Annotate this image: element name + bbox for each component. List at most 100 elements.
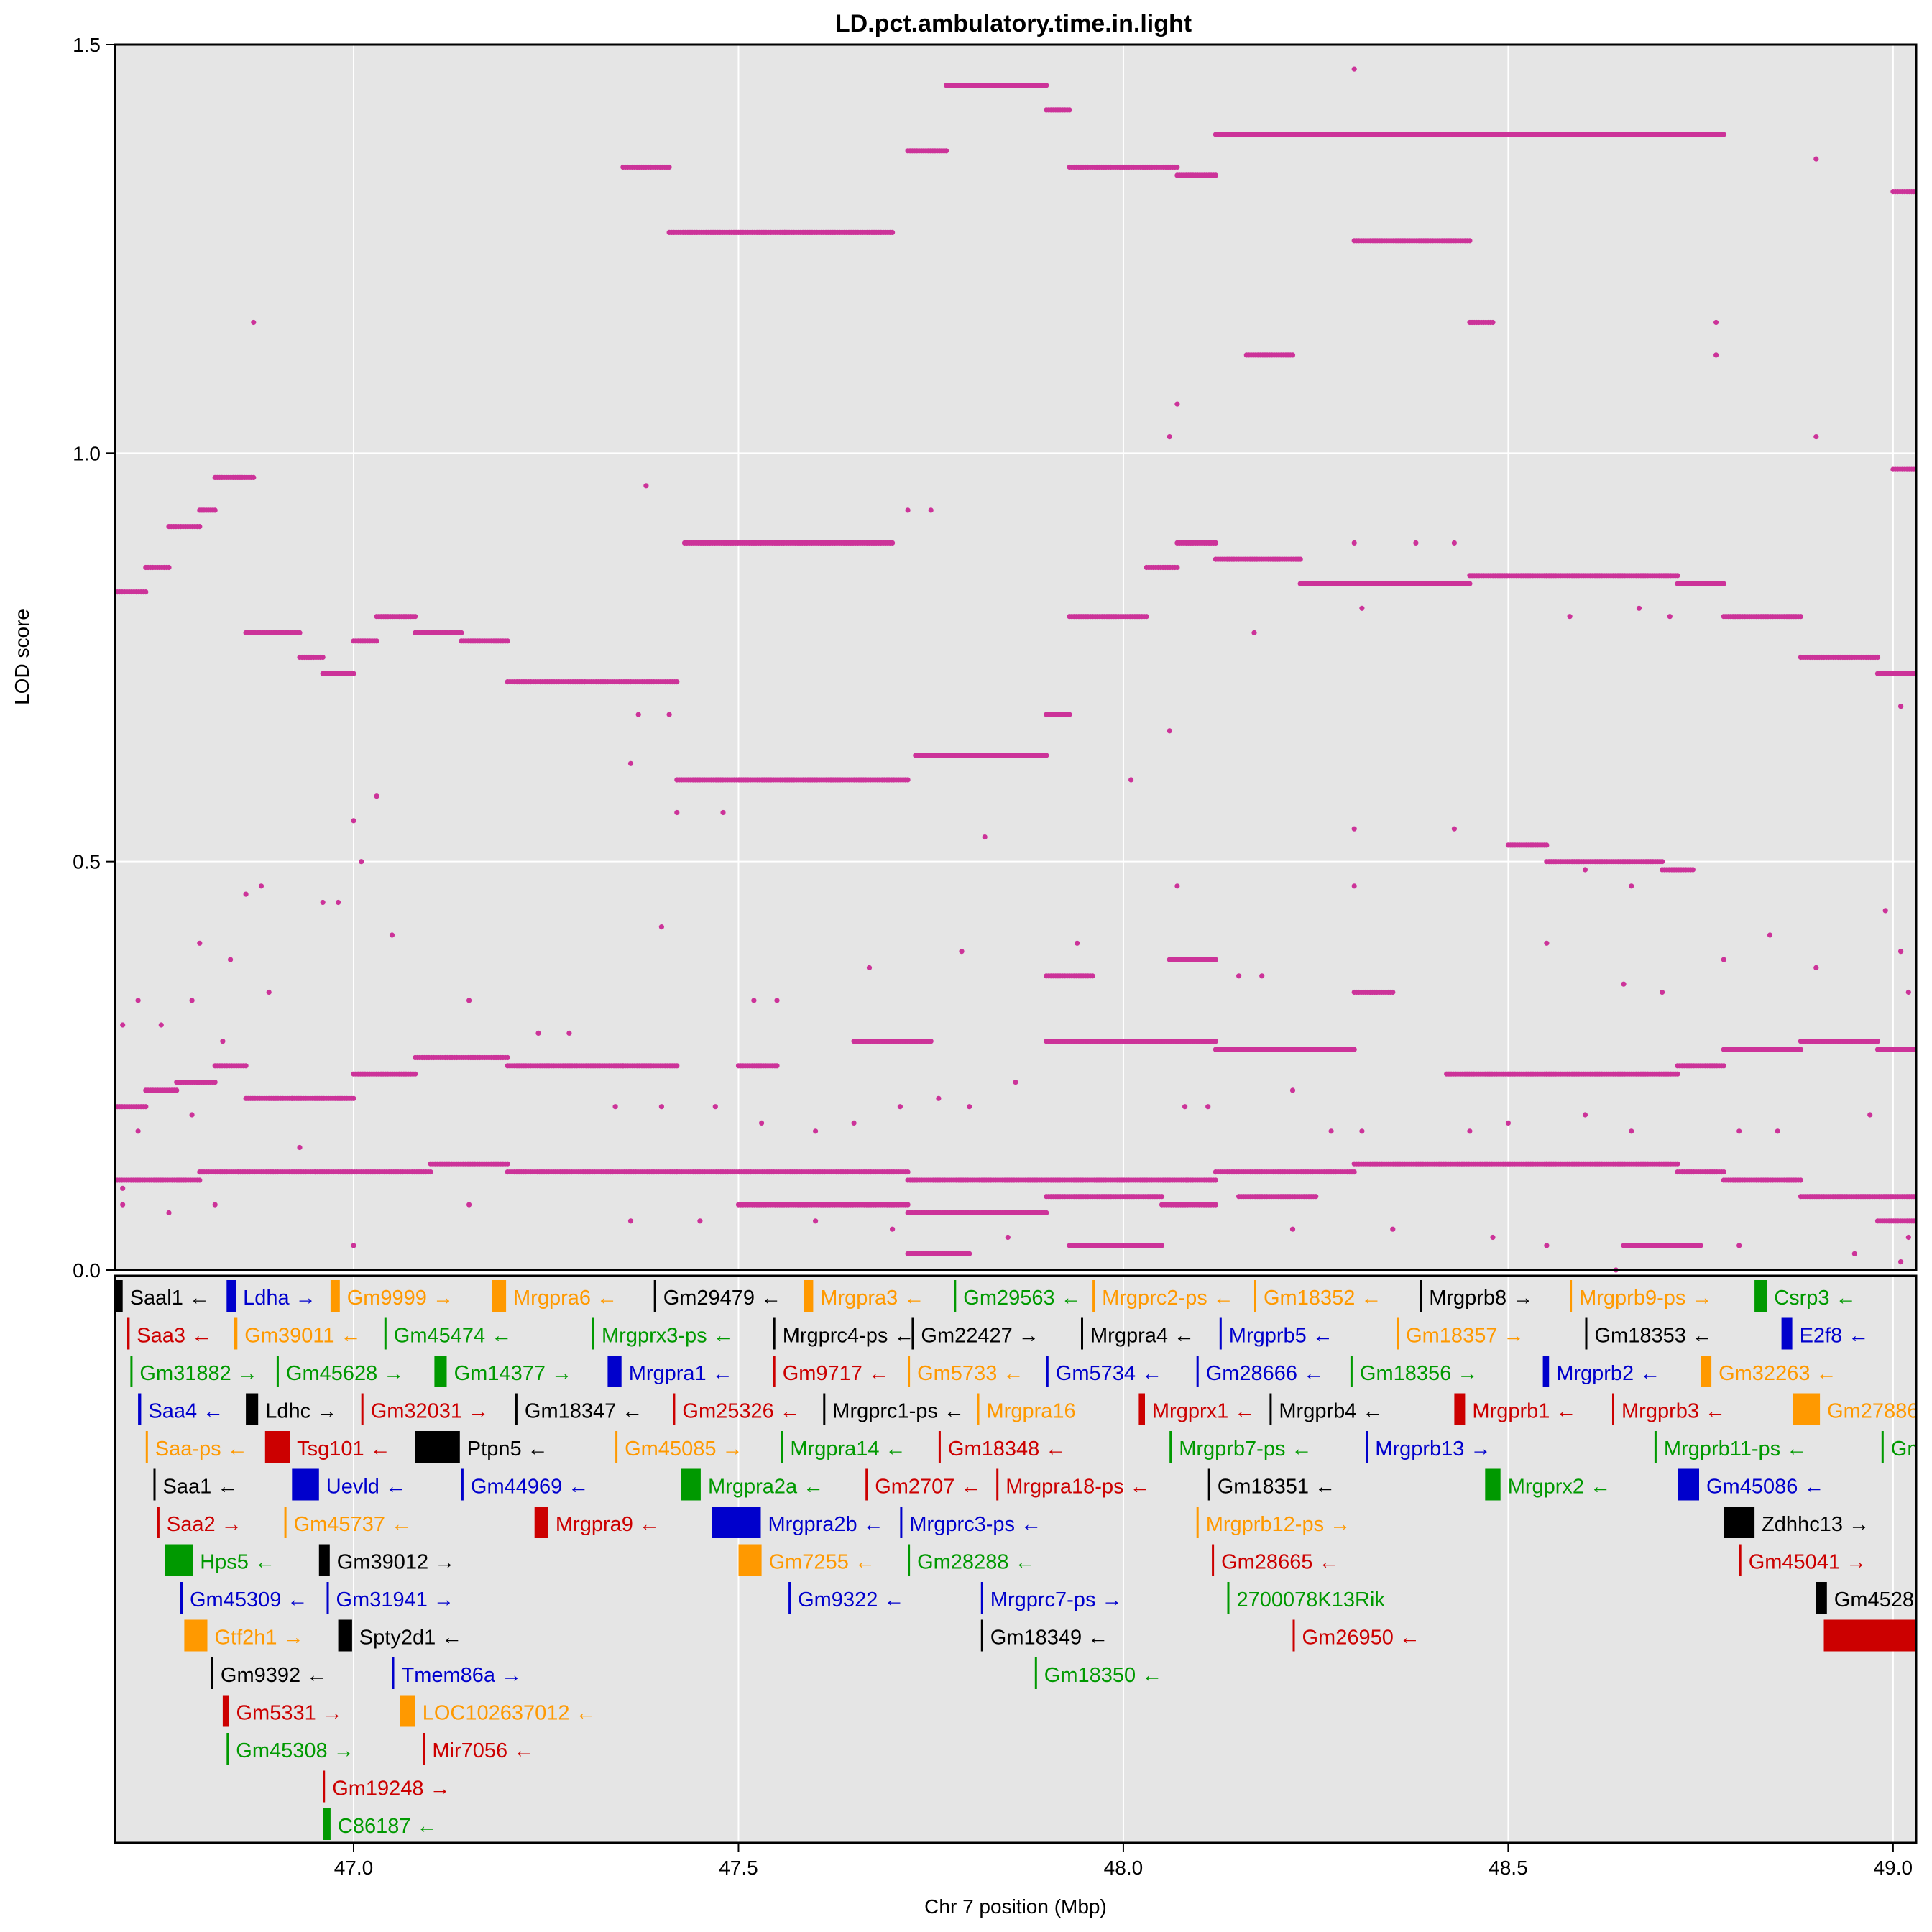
gene-bar: [738, 1544, 762, 1576]
gene-bar: [246, 1393, 259, 1425]
lod-point: [1174, 401, 1180, 407]
lod-point: [928, 507, 934, 513]
gene-label: Tmem86a →: [402, 1664, 523, 1687]
lod-point: [1798, 1177, 1803, 1183]
lod-point: [351, 1243, 356, 1248]
gene-bar: [1196, 1506, 1199, 1538]
gene-bar: [226, 1280, 236, 1312]
gene-bar: [515, 1393, 518, 1425]
lod-point: [1721, 1169, 1726, 1175]
lod-point: [1675, 1071, 1680, 1077]
lod-point: [1736, 1243, 1742, 1248]
lod-point: [774, 998, 780, 1003]
lod-point: [251, 319, 257, 326]
gene-label: Gm45474 ←: [394, 1325, 512, 1348]
lod-point: [120, 1202, 126, 1208]
lod-point: [297, 1144, 303, 1151]
lod-point: [813, 1128, 819, 1134]
lod-point: [166, 564, 172, 571]
gene-label: Saa4 ←: [148, 1400, 224, 1423]
lod-point: [813, 1218, 819, 1224]
gene-label: Gm32031 →: [371, 1400, 489, 1423]
gene-label: Mrgpra14 ←: [790, 1438, 906, 1460]
gene-bar: [1081, 1317, 1083, 1350]
lod-point: [297, 630, 303, 636]
gene-label: Gm29563 ←: [963, 1287, 1081, 1310]
gene-bar: [773, 1356, 776, 1387]
gene-label: Mrgprc7-ps →: [990, 1588, 1123, 1611]
gene-label: Saa-ps ←: [155, 1438, 248, 1460]
gene-bar: [823, 1393, 826, 1425]
lod-point: [1898, 949, 1904, 954]
gene-label: Mrgprb13 →: [1375, 1438, 1491, 1460]
gene-bar: [1397, 1317, 1399, 1350]
lod-point: [1582, 867, 1588, 873]
lod-point: [1505, 1120, 1511, 1126]
lod-point: [666, 712, 672, 717]
lod-point: [959, 949, 965, 954]
lod-plot-panel: [114, 43, 1918, 1273]
gene-label: Gm31941 →: [336, 1588, 454, 1611]
lod-point: [1351, 540, 1357, 546]
lod-point: [1213, 957, 1218, 962]
gene-label: Gm45041 →: [1749, 1551, 1867, 1574]
lod-point: [1351, 826, 1357, 832]
gene-label: Mrgpra18-ps ←: [1006, 1476, 1150, 1499]
lod-point: [890, 229, 896, 235]
gene-bar: [1701, 1356, 1712, 1387]
lod-point: [505, 1054, 510, 1061]
y-tick-label: 0.0: [73, 1259, 101, 1282]
lod-point: [1898, 1259, 1904, 1265]
gene-bar: [607, 1356, 622, 1387]
gene-label: Mrgpra3 ←: [820, 1287, 924, 1310]
gene-label: Gm18350 ←: [1044, 1664, 1162, 1687]
gene-label: Mrgprb11-ps ←: [1664, 1438, 1807, 1460]
lod-point: [212, 1202, 218, 1208]
lod-point: [351, 1095, 356, 1101]
lod-point: [1898, 704, 1904, 709]
gene-track-genes: Saal1 ← Ldha → Gm9999 → Mrgpra6 ← Gm29479 ← M…: [115, 1280, 1918, 1840]
gene-label: Gm31882 →: [139, 1362, 257, 1385]
gene-label: Gm27886: [1827, 1400, 1918, 1423]
gene-label: Gm18347 ←: [525, 1400, 643, 1423]
x-axis-label: Chr 7 position (Mbp): [924, 1895, 1107, 1918]
gene-label: Gm5331 →: [236, 1702, 343, 1725]
lod-point: [1467, 581, 1473, 586]
gene-label: Mrgprx3-ps ←: [602, 1325, 734, 1348]
gene-label: Mrgprb4 ←: [1279, 1400, 1383, 1423]
lod-point: [459, 630, 464, 636]
lod-point: [1629, 883, 1634, 889]
gene-bar: [157, 1506, 160, 1538]
lod-point: [1467, 1128, 1473, 1134]
gene-label: Gm9999 →: [347, 1287, 454, 1310]
gene-label: Spty2d1 ←: [359, 1627, 462, 1650]
gene-bar: [1793, 1393, 1821, 1425]
lod-points: [115, 66, 1916, 1273]
gene-label: Mrgprb1 ←: [1472, 1400, 1576, 1423]
lod-point: [1236, 973, 1242, 979]
gene-label: Mrgpra2a ←: [708, 1476, 824, 1499]
gene-bar: [1366, 1431, 1368, 1463]
lod-point: [905, 1202, 911, 1208]
x-tick-label: 47.5: [719, 1857, 758, 1879]
lod-point: [1174, 564, 1180, 571]
gene-label: Gm25326 ←: [682, 1400, 800, 1423]
lod-point: [1044, 83, 1049, 88]
gene-bar: [400, 1695, 415, 1727]
lod-point: [905, 1169, 911, 1175]
lod-point: [1544, 940, 1550, 946]
lod-point: [1128, 777, 1134, 783]
gene-label: Gm29479 ←: [663, 1287, 781, 1310]
gene-label: Gm4528: [1834, 1588, 1914, 1611]
lod-point: [374, 794, 380, 799]
lod-point: [212, 507, 218, 513]
lod-point: [712, 1104, 718, 1110]
gene-bar: [126, 1317, 130, 1350]
gene-label: LOC102637012 ←: [423, 1702, 597, 1725]
lod-point: [643, 483, 649, 489]
lod-point: [658, 924, 665, 930]
lod-point: [851, 1120, 857, 1126]
lod-point: [1390, 1226, 1396, 1232]
gene-bar: [1781, 1317, 1793, 1350]
lod-point: [1075, 940, 1080, 946]
